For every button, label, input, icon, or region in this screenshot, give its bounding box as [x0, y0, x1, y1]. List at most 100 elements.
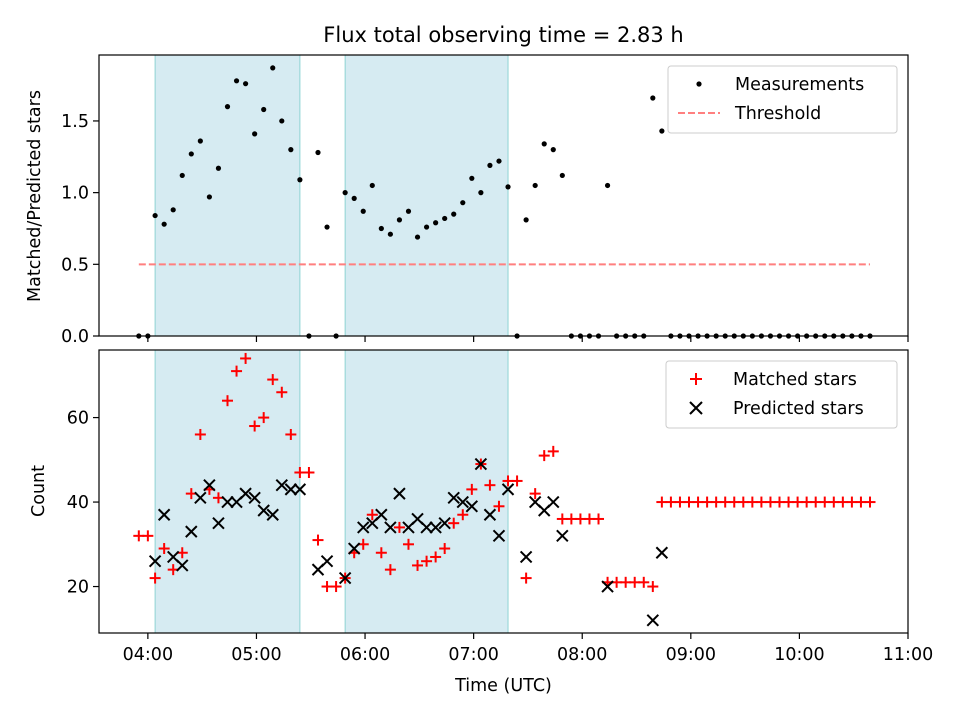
measurement-point [405, 208, 412, 214]
y-tick-label: 1.0 [61, 184, 89, 204]
predicted-star-point [185, 525, 198, 538]
shaded-interval [344, 54, 509, 337]
legend-predicted-marker [689, 401, 703, 415]
y-tick-label: 60 [67, 409, 89, 429]
predicted-star-point [347, 542, 361, 555]
bottom-legend: Matched stars Predicted stars [665, 360, 898, 429]
predicted-star-point [375, 508, 388, 521]
predicted-star-point [492, 529, 506, 543]
matched-star-point [529, 488, 541, 500]
bottom-y-axis-label: Count [29, 465, 49, 517]
predicted-star-point [384, 521, 397, 534]
legend-measurements-label: Measurements [735, 75, 864, 95]
measurement-point [297, 177, 303, 183]
predicted-star-point [266, 508, 279, 521]
x-axis-label: Time (UTC) [454, 676, 552, 696]
measurement-point [650, 95, 656, 101]
matched-star-point [312, 534, 324, 546]
y-tick-label: 1.5 [61, 112, 89, 132]
predicted-star-point [519, 550, 533, 564]
predicted-star-point [456, 495, 469, 509]
predicted-star-point [429, 521, 442, 534]
matched-star-point [448, 517, 460, 529]
predicted-star-point [320, 554, 334, 568]
matched-star-point [375, 547, 387, 559]
matched-star-point [249, 420, 261, 432]
measurement-point [369, 182, 375, 189]
matched-star-point [538, 450, 550, 462]
shaded-interval [344, 349, 509, 634]
matched-star-point [149, 572, 161, 584]
matched-star-point [276, 386, 288, 398]
predicted-star-point [257, 504, 270, 517]
matched-star-point [330, 581, 342, 593]
top-shaded-intervals [154, 54, 509, 337]
top-legend-box [667, 65, 898, 134]
predicted-star-point [393, 487, 406, 500]
predicted-star-point [148, 554, 162, 568]
predicted-star-point [655, 546, 669, 559]
top-legend: Measurements Threshold [667, 65, 898, 134]
measurement-point [270, 65, 276, 71]
measurement-point [242, 81, 249, 87]
matched-star-point [638, 576, 650, 588]
matched-star-point [457, 509, 469, 521]
predicted-star-point [646, 614, 660, 627]
bottom-x-axis: 04:00 05:00 06:00 07:00 08:00 09:00 10:00 11:00 [123, 633, 933, 665]
measurement-point [414, 234, 421, 240]
predicted-star-point [483, 508, 497, 521]
predicted-star-point [212, 516, 225, 530]
matched-star-point [520, 572, 532, 584]
x-tick-label: 10:00 [774, 645, 824, 665]
predicted-star-point [239, 487, 252, 500]
bottom-panel: 20 40 60 04:00 05:00 06:00 07:00 08:00 09:00 10:… [29, 349, 933, 696]
measurement-point [451, 211, 457, 217]
legend-threshold-label: Threshold [734, 104, 821, 124]
y-tick-label: 20 [67, 578, 89, 598]
predicted-star-point [420, 521, 433, 534]
measurement-point [224, 104, 231, 110]
measurement-point [659, 128, 665, 134]
matched-star-point [231, 365, 243, 377]
legend-matched-marker [690, 373, 702, 385]
matched-star-point [158, 543, 170, 555]
matched-star-point [864, 496, 876, 508]
matched-star-point [240, 352, 252, 364]
predicted-star-point [284, 483, 298, 496]
bottom-shaded-intervals [154, 349, 509, 634]
measurement-point [324, 224, 330, 230]
measurement-point [315, 149, 321, 156]
predicted-star-point [248, 491, 261, 505]
matched-star-point [402, 538, 414, 550]
measurement-point [505, 184, 511, 190]
predicted-star-point [293, 483, 307, 496]
predicted-star-point [474, 457, 488, 471]
measurement-point [496, 158, 502, 164]
matched-star-point [493, 500, 505, 512]
measurement-point [215, 165, 222, 171]
matched-star-point [412, 559, 424, 571]
matched-star-point [267, 374, 279, 386]
measurement-point [433, 220, 439, 226]
predicted-star-point [447, 491, 460, 505]
measurement-point [378, 225, 384, 232]
measurement-point [152, 212, 158, 219]
predicted-star-point [338, 571, 352, 585]
measurement-point [351, 195, 357, 201]
y-tick-label: 0.5 [61, 255, 89, 275]
matched-star-point [430, 551, 442, 563]
predicted-star-point [176, 559, 189, 572]
matched-star-point [366, 509, 378, 521]
chart-title: Flux total observing time = 2.83 h [323, 23, 683, 47]
measurement-point [442, 215, 448, 222]
predicted-star-point [157, 508, 171, 521]
measurement-point [252, 131, 258, 137]
measurement-point [179, 172, 185, 179]
measurement-point [279, 118, 285, 124]
x-tick-label: 09:00 [666, 645, 716, 665]
measurement-point [288, 147, 294, 153]
predicted-star-point [357, 521, 370, 534]
predicted-star-point [465, 500, 479, 513]
predicted-star-point [601, 580, 614, 593]
